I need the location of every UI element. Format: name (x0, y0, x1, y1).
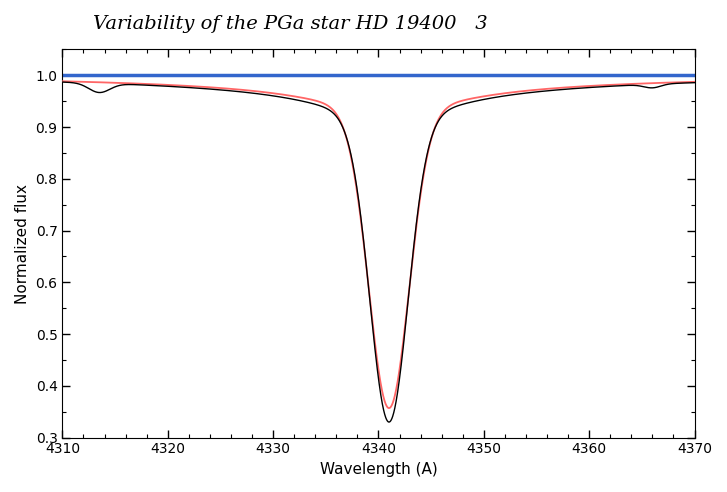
X-axis label: Wavelength (A): Wavelength (A) (320, 462, 438, 477)
Y-axis label: Normalized flux: Normalized flux (15, 184, 30, 304)
Text: Variability of the PGa star HD 19400   3: Variability of the PGa star HD 19400 3 (94, 15, 488, 33)
